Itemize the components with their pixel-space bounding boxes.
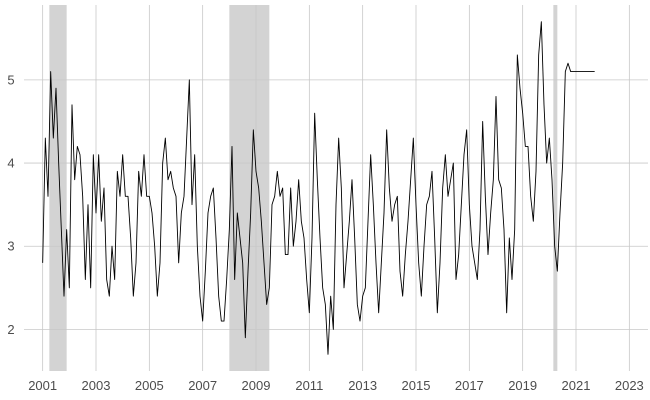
x-tick-label-2017: 2017 bbox=[455, 378, 484, 393]
series-layer bbox=[42, 21, 595, 355]
x-tick-label-2009: 2009 bbox=[242, 378, 271, 393]
y-tick-label-3: 3 bbox=[7, 239, 14, 254]
grid bbox=[24, 5, 648, 371]
shaded-period-3 bbox=[553, 5, 558, 371]
y-tick-label-4: 4 bbox=[7, 156, 14, 171]
shaded-period-1 bbox=[49, 5, 67, 371]
y-tick-label-5: 5 bbox=[7, 72, 14, 87]
x-tick-label-2015: 2015 bbox=[402, 378, 431, 393]
x-tick-label-2003: 2003 bbox=[82, 378, 111, 393]
x-tick-label-2005: 2005 bbox=[135, 378, 164, 393]
series-line-series bbox=[42, 21, 595, 355]
x-tick-label-2007: 2007 bbox=[188, 378, 217, 393]
shaded-period-2 bbox=[229, 5, 270, 371]
x-tick-label-2023: 2023 bbox=[615, 378, 644, 393]
x-tick-label-2001: 2001 bbox=[28, 378, 57, 393]
recession-shading bbox=[49, 5, 558, 371]
x-tick-label-2019: 2019 bbox=[508, 378, 537, 393]
y-tick-label-2: 2 bbox=[7, 322, 14, 337]
x-tick-label-2011: 2011 bbox=[295, 378, 323, 393]
x-axis: 2001 2003 2005 2007 2009 2011 2013 2015 2017 2019… bbox=[28, 378, 644, 393]
y-axis: 2 3 4 5 bbox=[7, 72, 14, 337]
x-tick-label-2021: 2021 bbox=[562, 378, 591, 393]
x-tick-label-2013: 2013 bbox=[348, 378, 377, 393]
